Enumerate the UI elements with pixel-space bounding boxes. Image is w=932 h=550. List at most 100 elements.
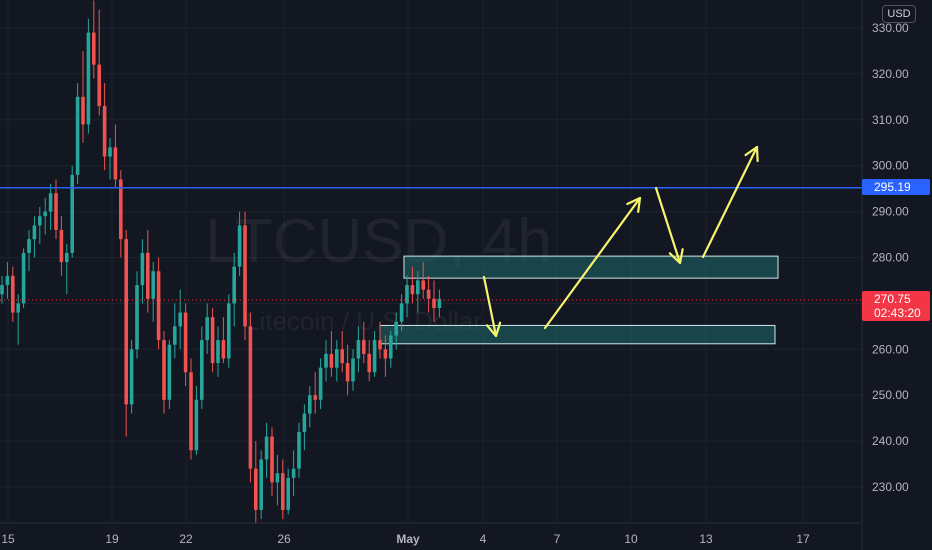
candle-body [167,344,172,400]
candle-body [11,275,15,313]
candle-body [221,340,226,359]
candle-body [270,436,274,483]
candle-body [302,413,307,432]
time-tick-label: May [396,532,420,546]
forecast-arrow-line[interactable] [482,275,498,338]
candle-body [367,353,371,373]
candle-body [329,353,334,368]
candle-body [27,239,31,253]
candle-body [275,473,280,483]
candle-body [32,225,37,240]
forecast-arrow-head [744,145,759,163]
candle-body [75,96,80,175]
time-axis[interactable]: 15 19 22 26 May 4 7 10 13 17 [1,532,810,546]
candle-body [362,340,366,354]
candle-body [194,399,199,451]
candle-body [432,298,436,308]
candle-body [108,147,112,157]
zones-layer [379,255,779,345]
candle-body [156,271,161,341]
candle-body [399,303,404,322]
forecast-arrow-head [668,248,684,265]
candle-body [0,285,4,295]
candle-body [421,280,425,290]
candle-body [178,312,182,327]
candle-body [308,395,312,414]
candle-body [340,349,344,364]
price-tick-label: 260.00 [872,342,909,356]
candle-body [92,32,96,65]
candle-body [351,358,355,382]
price-tick-label: 230.00 [872,480,909,494]
last-price-label: 270.75 02:43:20 [862,291,930,321]
candle-body [81,96,85,125]
candle-body [129,349,134,405]
time-tick-label: 15 [1,532,15,546]
candle-body [232,266,236,304]
time-tick-label: 4 [480,532,487,546]
candles-layer [0,0,442,524]
hline-price-label: 295.19 [862,179,930,195]
time-tick-label: 17 [796,532,810,546]
candle-body [259,459,263,510]
candle-body [189,372,193,451]
candle-body [5,275,10,286]
candle-body [378,340,382,350]
candle-body [410,285,415,295]
forecast-arrow-line[interactable] [654,186,682,265]
support-resistance-zone[interactable] [379,324,776,345]
forecast-arrow-line[interactable] [701,145,759,259]
candle-body [86,32,91,125]
time-tick-label: 19 [105,532,119,546]
last-price-value: 270.75 [874,292,911,306]
candle-body [254,468,258,510]
candle-body [151,271,155,299]
arrows-layer [482,145,759,338]
candle-body [162,340,166,400]
candle-body [248,326,253,469]
time-tick-label: 7 [554,532,561,546]
time-tick-label: 26 [277,532,291,546]
candle-body [416,280,420,295]
candle-body [437,298,442,308]
candle-body [43,211,47,217]
currency-badge[interactable]: USD [882,5,916,23]
candle-body [97,64,101,107]
candle-body [313,395,317,400]
candle-body [21,252,26,304]
forecast-arrow-head [485,321,502,338]
support-resistance-zone[interactable] [403,255,779,279]
candle-body [183,312,188,373]
candle-body [102,106,107,157]
candle-body [286,477,290,510]
candle-body [405,285,409,304]
candle-body [16,303,20,313]
forecast-arrow-line[interactable] [543,196,642,330]
candle-body [173,326,177,345]
time-tick-label: 10 [624,532,638,546]
candle-body [394,321,398,336]
candle-body [200,340,204,400]
candle-body [70,174,74,253]
candle-body [113,147,118,180]
candle-body [48,193,53,212]
price-tick-label: 250.00 [872,388,909,402]
candle-body [54,193,58,230]
candle-body [264,436,269,460]
candle-body [372,340,377,373]
candle-body [345,363,350,382]
price-tick-label: 310.00 [872,113,909,127]
candle-body [383,349,388,359]
candle-body [324,353,328,368]
candle-body [318,367,323,400]
candle-body [210,317,215,364]
candle-body [65,252,69,263]
price-tick-label: 280.00 [872,251,909,265]
candle-body [59,229,64,263]
price-tick-label: 290.00 [872,205,909,219]
price-tick-label: 300.00 [872,159,909,173]
time-tick-label: 13 [699,532,713,546]
time-tick-label: 22 [179,532,193,546]
candle-body [356,340,361,359]
